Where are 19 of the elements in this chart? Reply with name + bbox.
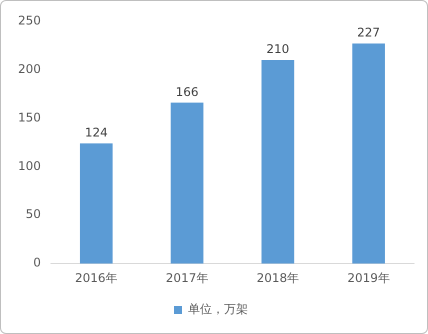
bar [352, 44, 385, 264]
x-tick-label: 2017年 [166, 270, 208, 285]
y-tick-label: 100 [18, 158, 41, 173]
data-label: 227 [357, 26, 380, 40]
bar [170, 102, 204, 264]
y-tick-label: 250 [18, 13, 41, 28]
data-label: 210 [266, 42, 290, 56]
data-label: 166 [176, 84, 199, 99]
data-label: 124 [84, 125, 108, 140]
x-tick-label: 2019年 [347, 270, 390, 285]
y-tick-label: 150 [18, 110, 41, 124]
y-tick-label: 50 [26, 207, 41, 222]
y-tick-label: 200 [18, 62, 41, 76]
legend-label: 单位，万架 [188, 302, 248, 316]
x-tick-label: 2018年 [256, 270, 300, 285]
bar [262, 60, 294, 264]
x-tick-label: 2016年 [75, 270, 118, 285]
y-tick-label: 0 [33, 256, 41, 270]
bar [80, 143, 113, 264]
